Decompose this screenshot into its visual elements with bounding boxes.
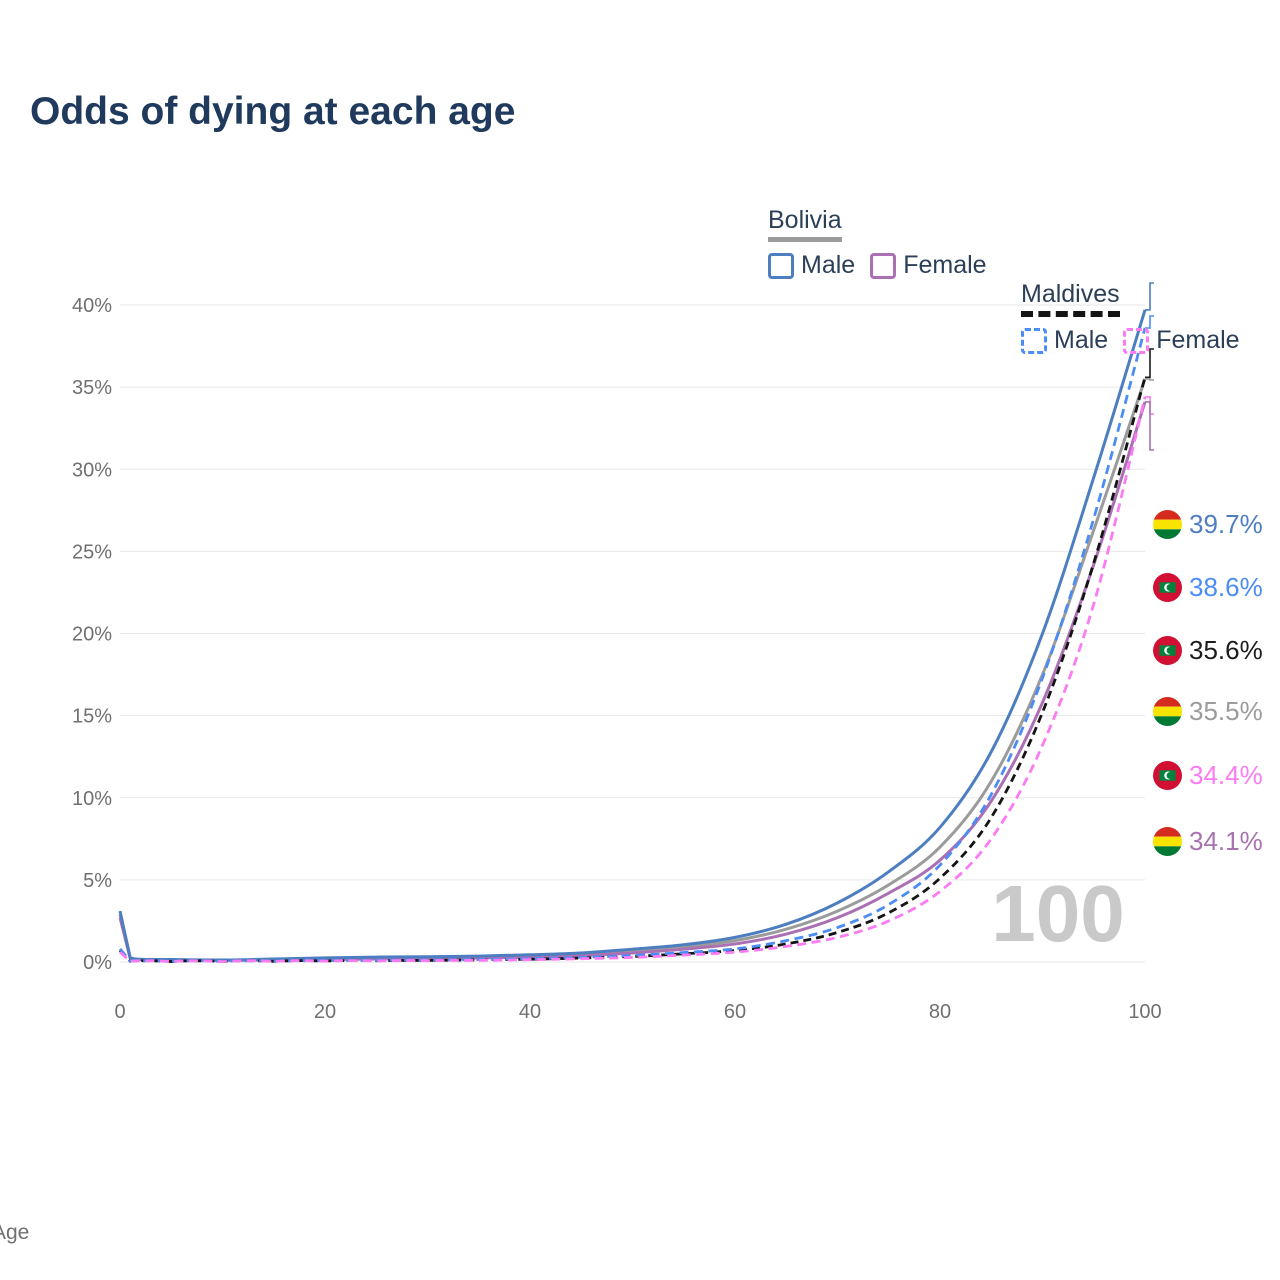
legend-label-bolivia-male[interactable]: Male <box>801 251 856 279</box>
end-label-value: 34.4% <box>1189 759 1263 790</box>
end-label-maldives-both-sexes: 35.6% <box>1153 635 1280 665</box>
legend-group-maldives: Maldives Male Female <box>1021 280 1280 355</box>
bolivia-line-style-swatch <box>768 237 842 242</box>
legend-group-bolivia: Bolivia Male Female <box>768 206 1280 280</box>
maldives-flag-icon <box>1153 635 1182 665</box>
y-tick-5pct: 5% <box>83 870 112 892</box>
x-axis-title: Age <box>0 1221 30 1244</box>
end-labels: 39.7% 38.6% 35.6% 35.5% 34.4% 34.1% <box>0 241 1280 856</box>
legend-label-maldives-female[interactable]: Female <box>1156 326 1240 354</box>
end-label-connector-bolivia-female <box>1145 401 1154 451</box>
end-label-connector-maldives-both-sexes <box>1145 348 1154 379</box>
legend-swatch-maldives-male[interactable] <box>1021 327 1047 354</box>
y-tick-35pct: 35% <box>72 377 112 399</box>
end-label-value: 35.5% <box>1189 695 1263 726</box>
y-tick-15pct: 15% <box>72 706 112 728</box>
maldives-flag-icon <box>1153 760 1182 790</box>
legend-country-bolivia[interactable]: Bolivia <box>768 206 842 234</box>
legend-country-maldives[interactable]: Maldives <box>1021 280 1120 308</box>
bolivia-flag-icon <box>1153 826 1182 856</box>
x-tick-100: 100 <box>1128 1001 1161 1023</box>
chart-line-maldives-female[interactable] <box>119 396 1147 964</box>
end-label-connector-bolivia-both-sexes <box>1145 378 1154 381</box>
legend-swatch-bolivia-male[interactable] <box>768 252 794 279</box>
end-label-connector-bolivia-male <box>1145 282 1154 311</box>
end-label-maldives-male: 38.6% <box>1153 572 1280 602</box>
age-hover-watermark: 100 <box>991 869 1124 958</box>
maldives-flag-icon <box>1153 572 1182 602</box>
x-tick-60: 60 <box>724 1001 746 1023</box>
y-tick-0pct: 0% <box>83 952 112 974</box>
maldives-line-style-swatch <box>1021 311 1120 317</box>
end-label-bolivia-female: 34.1% <box>1153 826 1280 856</box>
y-tick-40pct: 40% <box>72 295 112 317</box>
chart-line-bolivia-male[interactable] <box>118 309 1147 962</box>
end-label-value: 39.7% <box>1189 508 1263 539</box>
x-tick-20: 20 <box>314 1001 336 1023</box>
bolivia-flag-icon <box>1153 509 1182 539</box>
y-tick-30pct: 30% <box>72 459 112 481</box>
bolivia-flag-icon <box>1153 696 1182 726</box>
end-label-value: 38.6% <box>1189 571 1263 602</box>
y-tick-10pct: 10% <box>72 788 112 810</box>
end-label-bolivia-male: 39.7% <box>1153 509 1280 539</box>
legend-swatch-bolivia-female[interactable] <box>870 252 897 279</box>
x-tick-40: 40 <box>519 1001 541 1023</box>
end-label-value: 34.1% <box>1189 825 1263 856</box>
end-label-value: 35.6% <box>1189 634 1263 665</box>
y-axis-title: Probability of dying <box>32 194 56 1280</box>
legend-swatch-maldives-female[interactable] <box>1123 327 1150 354</box>
end-label-bolivia-both-sexes: 35.5% <box>1153 696 1280 726</box>
legend-label-maldives-male[interactable]: Male <box>1054 326 1109 354</box>
y-tick-20pct: 20% <box>72 624 112 646</box>
legend-label-bolivia-female[interactable]: Female <box>903 251 987 279</box>
y-tick-25pct: 25% <box>72 541 112 563</box>
page-title: Odds of dying at each age <box>30 90 516 133</box>
end-label-maldives-female: 34.4% <box>1153 760 1280 790</box>
x-tick-80: 80 <box>929 1001 951 1023</box>
x-tick-0: 0 <box>114 1001 125 1023</box>
chart-line-maldives-male[interactable] <box>118 327 1147 963</box>
